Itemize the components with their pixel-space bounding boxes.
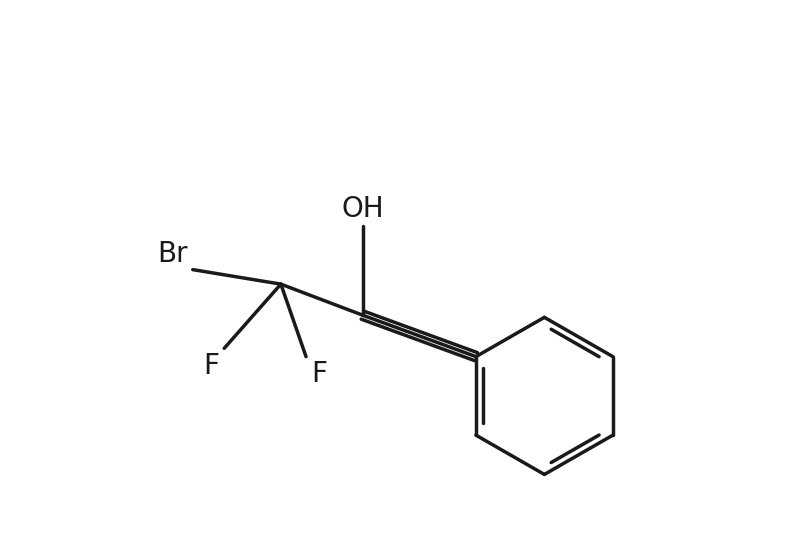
- Text: OH: OH: [341, 195, 384, 223]
- Text: F: F: [203, 352, 219, 380]
- Text: F: F: [311, 360, 327, 388]
- Text: Br: Br: [157, 240, 187, 268]
